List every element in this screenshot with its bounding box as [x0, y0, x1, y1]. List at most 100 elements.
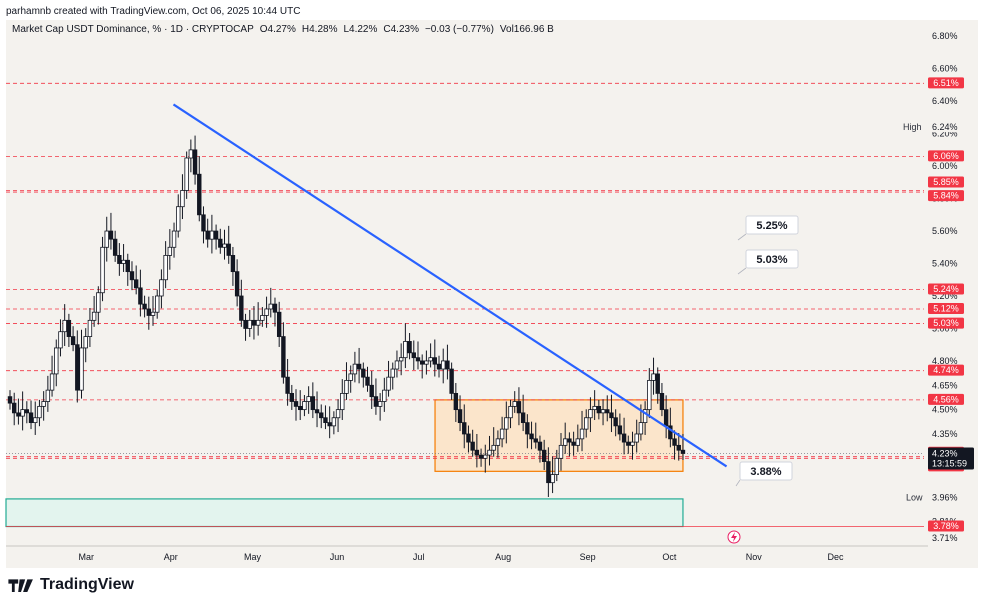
candle-25[interactable]: [112, 230, 118, 262]
candle-120[interactable]: [512, 391, 517, 413]
candle-115[interactable]: [491, 427, 496, 457]
candle-87[interactable]: [373, 378, 379, 415]
candle-0[interactable]: [7, 390, 13, 410]
candle-83[interactable]: [356, 347, 362, 384]
price-tag-2[interactable]: 5.85%: [928, 176, 964, 188]
candle-94[interactable]: [403, 323, 408, 369]
candle-42[interactable]: [184, 151, 189, 199]
candle-148[interactable]: [630, 431, 635, 460]
candle-138[interactable]: [588, 397, 593, 433]
candle-103[interactable]: [441, 348, 446, 384]
price-tag-7[interactable]: 4.74%: [928, 364, 964, 376]
candle-133[interactable]: [567, 432, 572, 457]
candle-74[interactable]: [319, 404, 324, 429]
candle-157[interactable]: [668, 407, 673, 448]
candle-119[interactable]: [508, 399, 513, 429]
candle-153[interactable]: [651, 357, 656, 395]
candle-35[interactable]: [155, 289, 160, 319]
candle-18[interactable]: [83, 328, 88, 363]
candle-57[interactable]: [247, 309, 252, 337]
candle-109[interactable]: [466, 425, 471, 453]
candle-90[interactable]: [386, 360, 391, 397]
price-tag-5[interactable]: 5.12%: [928, 302, 964, 314]
candle-96[interactable]: [411, 340, 416, 371]
candle-55[interactable]: [239, 279, 244, 327]
candle-149[interactable]: [634, 419, 639, 453]
candle-145[interactable]: [617, 413, 623, 441]
candle-123[interactable]: [525, 414, 530, 449]
candle-82[interactable]: [352, 351, 358, 383]
candle-58[interactable]: [251, 306, 257, 340]
candle-146[interactable]: [621, 417, 627, 455]
lightning-icon[interactable]: [727, 530, 741, 544]
candle-140[interactable]: [596, 399, 602, 420]
candle-70[interactable]: [302, 395, 307, 417]
candle-11[interactable]: [54, 339, 59, 387]
candle-24[interactable]: [108, 212, 114, 250]
candle-72[interactable]: [310, 382, 316, 419]
candle-31[interactable]: [138, 269, 143, 317]
candle-38[interactable]: [167, 229, 173, 270]
candle-28[interactable]: [125, 253, 130, 286]
candle-139[interactable]: [592, 390, 597, 421]
candle-37[interactable]: [163, 241, 168, 289]
candle-128[interactable]: [546, 447, 551, 497]
candle-77[interactable]: [331, 411, 337, 435]
last-price-tag[interactable]: 4.23%13:15:59: [928, 447, 974, 470]
candle-159[interactable]: [676, 433, 681, 461]
candle-76[interactable]: [327, 406, 332, 439]
candle-19[interactable]: [87, 308, 93, 347]
candle-67[interactable]: [289, 384, 295, 410]
candle-39[interactable]: [171, 222, 177, 258]
price-tag-3[interactable]: 5.84%: [928, 190, 964, 202]
candle-21[interactable]: [96, 286, 101, 325]
price-tag-6[interactable]: 5.03%: [928, 317, 964, 329]
price-tag-8[interactable]: 4.56%: [928, 393, 964, 405]
candle-137[interactable]: [584, 409, 589, 438]
candle-104[interactable]: [445, 344, 450, 380]
candle-26[interactable]: [117, 243, 122, 276]
candle-29[interactable]: [129, 261, 135, 291]
callout-3-88[interactable]: 3.88%: [735, 461, 793, 487]
candle-63[interactable]: [272, 297, 278, 327]
candle-135[interactable]: [575, 424, 581, 452]
candle-14[interactable]: [66, 313, 72, 347]
candle-110[interactable]: [470, 429, 475, 457]
candle-17[interactable]: [79, 329, 84, 399]
price-tag-11[interactable]: 3.78%: [928, 520, 964, 532]
candle-47[interactable]: [205, 218, 210, 248]
candle-116[interactable]: [495, 430, 501, 458]
candle-122[interactable]: [520, 394, 526, 432]
candle-81[interactable]: [348, 365, 353, 393]
candle-6[interactable]: [33, 401, 38, 435]
candle-61[interactable]: [264, 296, 269, 328]
price-tag-4[interactable]: 5.24%: [928, 283, 964, 295]
candle-43[interactable]: [188, 139, 194, 173]
candle-27[interactable]: [121, 244, 126, 272]
candle-117[interactable]: [499, 416, 505, 448]
candle-5[interactable]: [28, 400, 34, 430]
tradingview-logo[interactable]: TradingView: [8, 576, 134, 594]
candle-23[interactable]: [104, 216, 109, 262]
candle-50[interactable]: [218, 228, 223, 254]
candle-155[interactable]: [659, 383, 665, 417]
candle-34[interactable]: [150, 295, 156, 326]
chart-pane[interactable]: [6, 20, 978, 568]
candle-136[interactable]: [579, 410, 585, 452]
candle-106[interactable]: [453, 383, 459, 422]
candle-30[interactable]: [133, 265, 139, 295]
candle-143[interactable]: [609, 394, 614, 433]
candle-86[interactable]: [369, 370, 374, 409]
candle-126[interactable]: [537, 435, 543, 463]
candle-118[interactable]: [504, 401, 509, 444]
candle-102[interactable]: [436, 355, 442, 378]
trendline[interactable]: [172, 103, 728, 468]
candle-147[interactable]: [626, 435, 631, 454]
candle-46[interactable]: [201, 206, 206, 244]
candle-16[interactable]: [75, 330, 80, 403]
candle-49[interactable]: [213, 224, 219, 250]
candle-97[interactable]: [415, 341, 421, 370]
candle-84[interactable]: [361, 362, 366, 388]
candle-64[interactable]: [276, 301, 282, 347]
